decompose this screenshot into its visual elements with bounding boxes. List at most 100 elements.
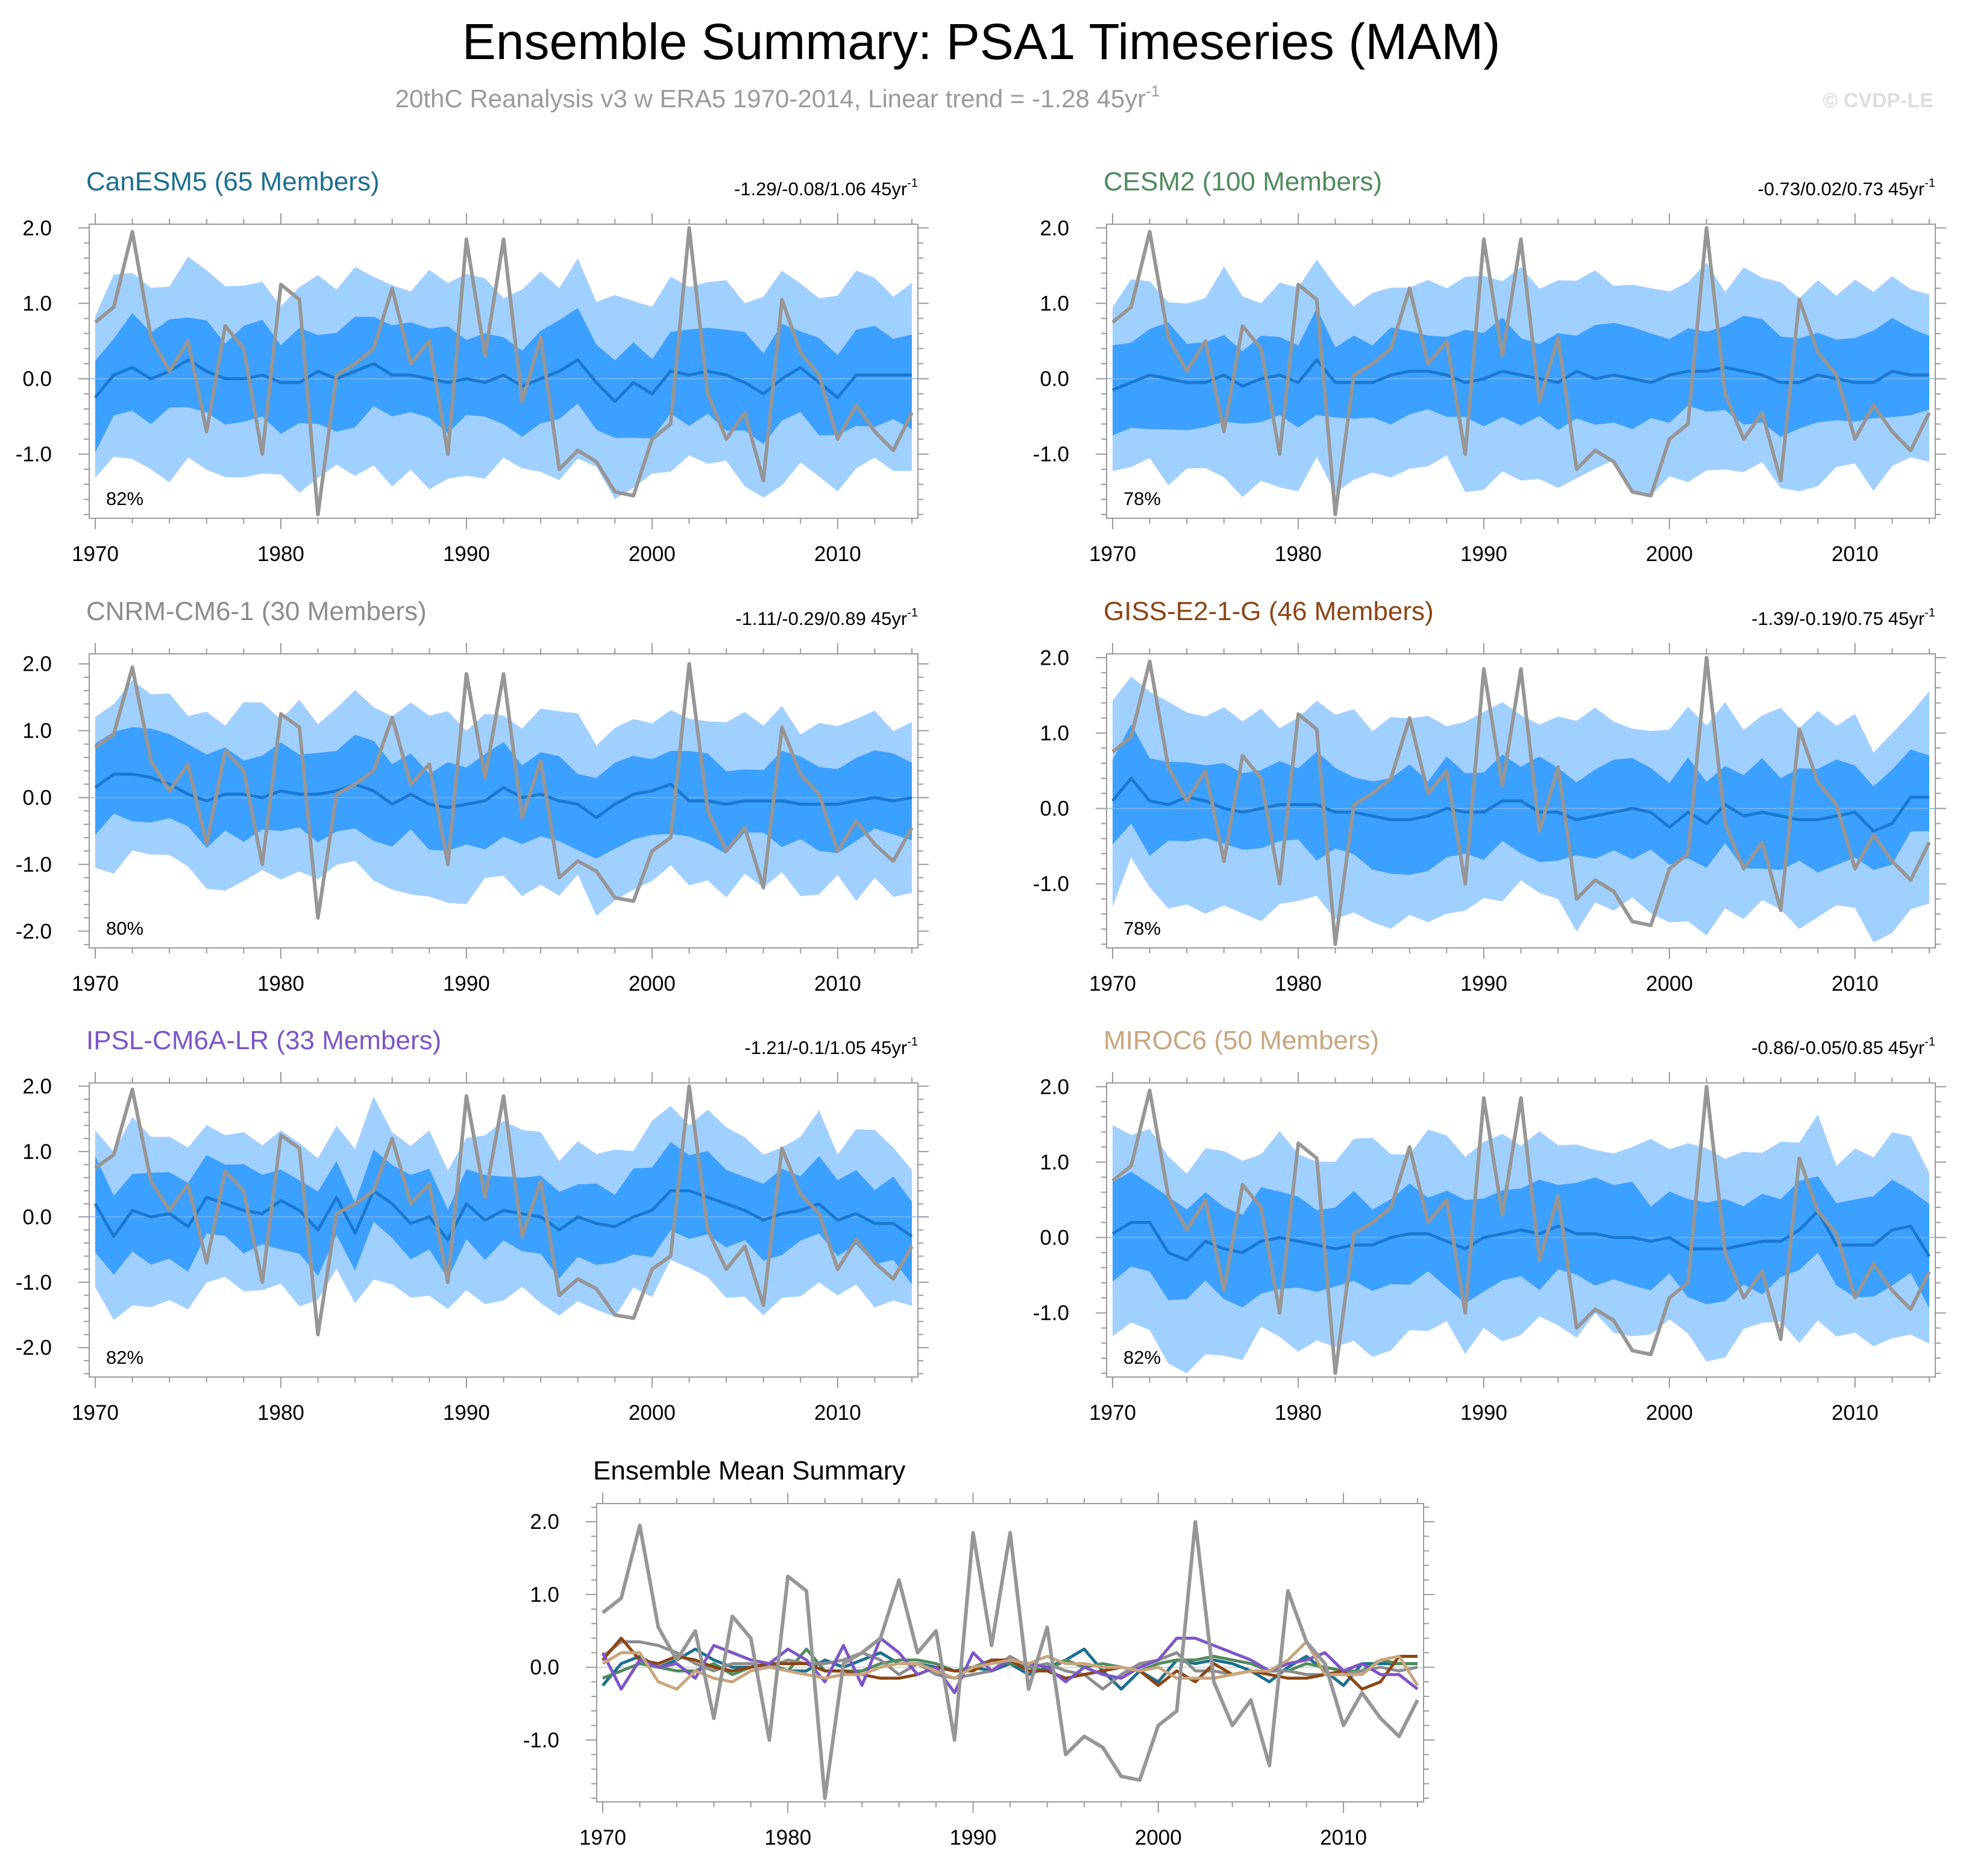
y-tick-label: 2.0 (530, 1510, 559, 1534)
x-tick-label: 1990 (443, 972, 490, 996)
trend-values: -1.21/-0.1/1.05 (744, 1037, 866, 1058)
plot-area (1107, 226, 1935, 516)
y-tick-label: 1.0 (22, 1140, 52, 1164)
y-tick-label: 2.0 (1040, 216, 1069, 240)
trend-unit: 45yr (1888, 1037, 1924, 1058)
y-tick-label: -1.0 (523, 1728, 559, 1752)
figure-subtitle: 20thC Reanalysis v3 w ERA5 1970-2014, Li… (395, 82, 1160, 113)
trend-range: -1.11/-0.29/0.89 45yr-1 (735, 606, 918, 629)
x-tick-label: 1980 (1275, 542, 1322, 566)
ensemble-mean-line (1111, 777, 1929, 833)
observation-line (94, 226, 914, 516)
trend-unit-sup: -1 (1924, 606, 1935, 620)
plot-area (89, 226, 918, 516)
trend-values: -0.73/0.02/0.73 (1757, 178, 1883, 199)
y-tick-label: 1.0 (530, 1583, 559, 1607)
x-tick-label: 1980 (1275, 972, 1322, 996)
x-tick-label: 2000 (1135, 1826, 1182, 1849)
x-tick-label: 1990 (1460, 1401, 1507, 1425)
y-tick-label: 2.0 (1040, 646, 1069, 670)
x-tick-label: 2010 (1320, 1826, 1367, 1849)
y-tick-label: -1.0 (1033, 873, 1069, 896)
x-tick-label: 1970 (72, 1401, 119, 1425)
ensemble-mean-line (94, 358, 912, 403)
y-tick-label: 0.0 (22, 1205, 52, 1229)
trend-range: -1.29/-0.08/1.06 45yr-1 (734, 177, 918, 199)
plot-frame (596, 1503, 1424, 1802)
percent-label: 82% (106, 1347, 143, 1368)
trend-unit: 45yr (871, 178, 907, 199)
trend-unit: 45yr (1888, 178, 1924, 199)
x-tick-label: 1990 (950, 1826, 997, 1849)
y-tick-label: 1.0 (1040, 721, 1069, 745)
x-tick-label: 1970 (1089, 542, 1136, 566)
panel-title: CESM2 (100 Members) (1104, 167, 1382, 196)
y-tick-label: -1.0 (16, 443, 52, 466)
trend-unit-sup: -1 (907, 1035, 918, 1049)
panel-giss-e2-1-g: 2.0 1.0 0.0 -1.0 1970 1980 1990 2000 2010 GISS-E2… (1033, 597, 1946, 996)
trend-range: -0.86/-0.05/0.85 45yr-1 (1751, 1035, 1935, 1058)
x-tick-label: 2010 (814, 542, 861, 566)
x-tick-label: 2010 (814, 1401, 861, 1425)
y-tick-label: 0.0 (1040, 797, 1069, 821)
y-tick-label: 0.0 (1040, 1226, 1069, 1250)
x-tick-label: 1970 (1089, 1401, 1136, 1425)
observation-line (601, 1520, 1419, 1800)
y-tick-label: 2.0 (1040, 1075, 1069, 1099)
panel-title: MIROC6 (50 Members) (1104, 1026, 1379, 1055)
percent-label: 78% (1123, 488, 1161, 509)
plot-area (1107, 1085, 1935, 1375)
ensemble-mean-line (94, 773, 912, 820)
x-tick-label: 1980 (257, 542, 304, 566)
x-tick-label: 1980 (257, 1401, 304, 1425)
y-tick-label: -1.0 (1033, 443, 1069, 466)
x-tick-label: 1990 (443, 542, 490, 566)
percent-label: 78% (1123, 918, 1161, 939)
trend-unit: 45yr (871, 1037, 907, 1058)
trend-unit: 45yr (1888, 608, 1924, 629)
inner-percentile-band (95, 308, 912, 453)
trend-unit-sup: -1 (907, 606, 918, 620)
panel-ensemble-mean-summary: 2.0 1.0 0.0 -1.0 1970 1980 1990 2000 2010 Ensembl… (523, 1456, 1434, 1849)
observation-line (1111, 656, 1931, 946)
x-tick-label: 1970 (72, 972, 119, 996)
percent-label: 82% (106, 488, 143, 509)
panel-title: CNRM-CM6-1 (30 Members) (86, 597, 427, 626)
inner-percentile-band (1113, 308, 1929, 437)
observation-line (1111, 226, 1931, 516)
observation-line (94, 662, 914, 920)
series-line-2 (601, 1640, 1418, 1691)
x-tick-label: 1990 (1460, 542, 1507, 566)
y-tick-label: -2.0 (16, 920, 52, 943)
x-tick-label: 2000 (629, 1401, 676, 1425)
trend-values: -1.11/-0.29/0.89 (735, 608, 866, 629)
x-tick-label: 1990 (1460, 972, 1507, 996)
y-tick-label: 2.0 (22, 653, 52, 676)
y-tick-label: 0.0 (22, 368, 52, 391)
panel-title: IPSL-CM6A-LR (33 Members) (86, 1026, 441, 1055)
trend-range: -0.73/0.02/0.73 45yr-1 (1757, 177, 1935, 199)
observation-line (1111, 1085, 1931, 1375)
panel-canesm5: 2.0 1.0 0.0 -1.0 1970 1980 1990 2000 2010 CanESM5… (16, 167, 929, 566)
trend-values: -1.39/-0.19/0.75 (1751, 608, 1883, 629)
x-tick-label: 1970 (579, 1826, 626, 1849)
y-tick-label: 1.0 (1040, 1150, 1069, 1174)
trend-unit-sup: -1 (1924, 177, 1935, 190)
x-tick-label: 2000 (1646, 972, 1693, 996)
x-tick-label: 1970 (72, 542, 119, 566)
x-tick-label: 2000 (629, 542, 676, 566)
y-tick-label: 1.0 (22, 292, 52, 315)
trend-range: -1.21/-0.1/1.05 45yr-1 (744, 1035, 918, 1058)
percent-label: 82% (1123, 1347, 1161, 1368)
y-tick-label: -1.0 (1033, 1302, 1069, 1325)
trend-unit-sup: -1 (1924, 1035, 1935, 1049)
y-tick-label: 1.0 (1040, 292, 1069, 315)
x-tick-label: 1980 (1275, 1401, 1322, 1425)
percent-label: 80% (106, 918, 143, 939)
x-tick-label: 2000 (1646, 542, 1693, 566)
y-tick-label: 0.0 (22, 786, 52, 809)
observation-line (94, 1084, 914, 1337)
plot-area (89, 662, 918, 920)
x-tick-label: 2010 (814, 972, 861, 996)
